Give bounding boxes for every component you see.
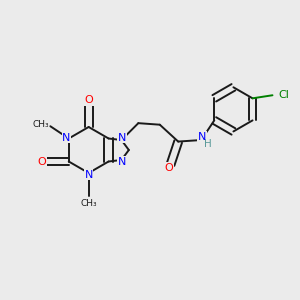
Text: O: O [165, 163, 173, 172]
Text: N: N [85, 169, 93, 179]
Text: CH₃: CH₃ [32, 120, 49, 129]
Text: CH₃: CH₃ [80, 199, 97, 208]
Text: N: N [62, 133, 70, 142]
Text: O: O [84, 95, 93, 105]
Text: O: O [38, 157, 46, 166]
Text: N: N [118, 133, 126, 143]
Text: H: H [204, 139, 212, 149]
Text: N: N [198, 132, 206, 142]
Text: N: N [118, 157, 126, 166]
Text: Cl: Cl [278, 90, 289, 100]
